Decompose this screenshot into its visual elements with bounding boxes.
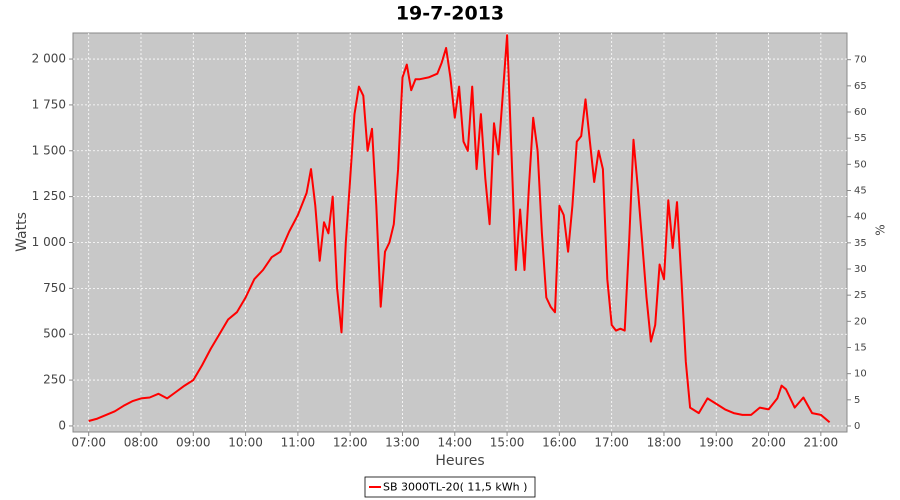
x-tick-label: 18:00 <box>647 436 682 450</box>
legend-label: SB 3000TL-20( 11,5 kWh ) <box>383 481 527 494</box>
x-tick-label: 10:00 <box>228 436 263 450</box>
y2-tick-label: 20 <box>854 316 867 327</box>
y2-tick-label: 25 <box>854 290 867 301</box>
data-line <box>88 34 831 424</box>
y-tick-label: 1 750 <box>32 97 66 111</box>
x-tick-label: 11:00 <box>281 436 316 450</box>
y-tick-label: 250 <box>43 373 66 387</box>
y-tick-label: 500 <box>43 327 66 341</box>
y-tick-label: 1 250 <box>32 189 66 203</box>
y2-tick-label: 15 <box>854 342 867 353</box>
x-tick-label: 09:00 <box>176 436 211 450</box>
y2-tick-label: 65 <box>854 81 867 92</box>
y2-tick-label: 45 <box>854 186 867 197</box>
x-tick-label: 19:00 <box>699 436 734 450</box>
y2-tick-label: 30 <box>854 264 867 275</box>
y-tick-label: 750 <box>43 281 66 295</box>
x-axis-label: Heures <box>435 453 484 469</box>
y2-tick-label: 60 <box>854 107 867 118</box>
y2-tick-label: 40 <box>854 212 867 223</box>
x-tick-label: 12:00 <box>333 436 368 450</box>
y-tick-label: 1 500 <box>32 143 66 157</box>
x-tick-label: 13:00 <box>385 436 420 450</box>
y2-tick-label: 10 <box>854 369 867 380</box>
y2-tick-label: 50 <box>854 159 867 170</box>
y-tick-label: 1 000 <box>32 235 66 249</box>
legend-box <box>364 476 536 498</box>
y2-tick-label: 55 <box>854 133 867 144</box>
y2-tick-label: 5 <box>854 395 860 406</box>
y-tick-label: 2 000 <box>32 52 66 66</box>
y-tick-label: 0 <box>58 418 66 432</box>
x-tick-label: 07:00 <box>71 436 106 450</box>
y2-tick-label: 35 <box>854 238 867 249</box>
x-tick-label: 21:00 <box>804 436 839 450</box>
chart-title: 19-7-2013 <box>396 3 504 25</box>
y-axis-label: Watts <box>14 212 30 252</box>
y2-tick-label: 70 <box>854 55 867 66</box>
y2-tick-label: 0 <box>854 421 860 432</box>
x-tick-label: 20:00 <box>751 436 786 450</box>
y2-axis-label: % <box>874 224 888 235</box>
x-tick-label: 14:00 <box>437 436 472 450</box>
x-tick-label: 16:00 <box>542 436 577 450</box>
x-tick-label: 08:00 <box>124 436 159 450</box>
x-tick-label: 17:00 <box>594 436 629 450</box>
x-tick-label: 15:00 <box>490 436 525 450</box>
